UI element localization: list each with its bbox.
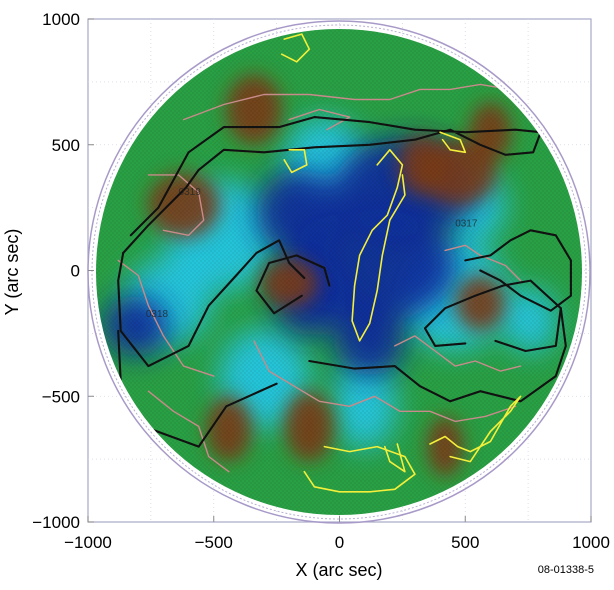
pink-contours [117, 83, 522, 473]
active-region-labels: 0319 0318 0317 [146, 187, 478, 320]
yellow-contour [429, 395, 522, 463]
pink-contour [147, 390, 230, 473]
black-contour [464, 229, 572, 312]
yellow-contour [439, 131, 467, 154]
x-axis-title: X (arc sec) [295, 560, 382, 580]
yellow-contour [280, 33, 311, 63]
y-tick-label: 500 [52, 136, 80, 155]
pink-contour [394, 335, 522, 372]
active-region-label: 0319 [179, 187, 202, 198]
pink-contour [182, 83, 512, 121]
active-region-label: 0318 [146, 309, 169, 320]
black-contour [423, 279, 562, 353]
axis-ticks: −1000 −500 0 500 1000 −1000 −500 0 500 1000 [32, 10, 610, 552]
yellow-contours [280, 33, 522, 493]
solar-limb-inner [91, 24, 587, 520]
pink-contour [253, 340, 517, 423]
yellow-contour [283, 149, 308, 174]
black-contour [122, 116, 542, 254]
y-tick-label: 1000 [42, 10, 80, 29]
active-region-label: 0317 [455, 218, 478, 229]
x-tick-label: −1000 [64, 533, 112, 552]
black-contour [255, 254, 331, 315]
intensity-map [96, 29, 582, 515]
black-contour [308, 307, 567, 403]
pink-contour [444, 244, 522, 282]
yellow-contour [384, 443, 406, 473]
pink-contour [147, 174, 205, 236]
figure-id: 08-01338-5 [537, 564, 594, 576]
yellow-contour [351, 149, 406, 342]
x-tick-label: −500 [195, 533, 233, 552]
y-tick-label: −1000 [32, 513, 80, 532]
y-axis-title: Y (arc sec) [2, 229, 22, 316]
pink-contour [288, 108, 351, 131]
black-contour [117, 239, 306, 368]
y-tick-label: −500 [42, 387, 80, 406]
pink-contour [117, 259, 215, 377]
solar-limb-outer [87, 20, 591, 524]
y-tick-label: 0 [71, 262, 80, 281]
yellow-contour [303, 445, 416, 493]
black-contours [117, 116, 572, 448]
x-tick-label: 0 [335, 533, 344, 552]
map-texture [96, 29, 582, 515]
x-tick-label: 500 [451, 533, 479, 552]
x-tick-label: 1000 [572, 533, 610, 552]
black-contour [117, 329, 278, 448]
